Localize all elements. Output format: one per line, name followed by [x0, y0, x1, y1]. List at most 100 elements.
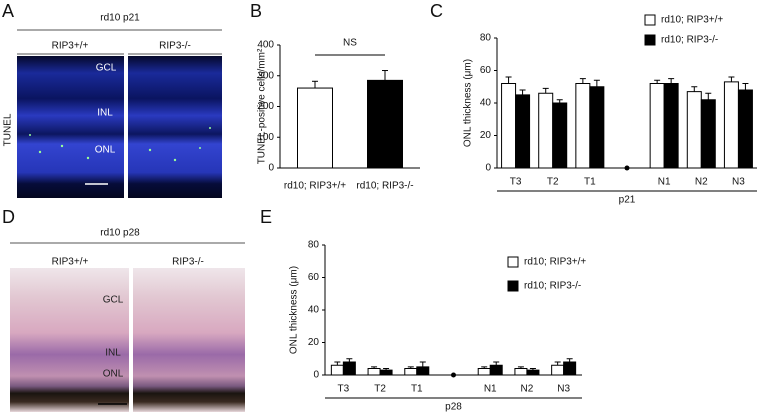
- layer-label: INL: [105, 348, 121, 359]
- legend-label: rd10; RIP3+/+: [661, 15, 723, 26]
- error-bar: [519, 89, 526, 95]
- legend-swatch: [644, 34, 656, 46]
- layer-label: GCL: [96, 63, 117, 74]
- legend-label: rd10; RIP3-/-: [661, 35, 718, 46]
- error-bar: [691, 86, 698, 92]
- x-tick-label: N1: [484, 384, 497, 395]
- x-tick-label: rd10; RIP3-/-: [356, 181, 413, 192]
- y-tick-label: 200: [257, 101, 274, 112]
- y-tick-label: 0: [485, 163, 491, 174]
- y-axis-label: TUNEL-positive cells/mm²: [257, 48, 268, 164]
- error-bar: [654, 79, 661, 84]
- x-tick-label: T3: [510, 177, 522, 188]
- panel-letter: D: [2, 207, 15, 227]
- x-tick-label: N3: [557, 384, 570, 395]
- stained-cells: [29, 127, 211, 162]
- layer-label: GCL: [103, 295, 124, 306]
- x-tick-label: N1: [658, 177, 671, 188]
- x-tick-label: T2: [547, 177, 559, 188]
- legend-swatch: [507, 280, 519, 292]
- error-bar: [542, 87, 549, 94]
- x-tick-label: T1: [584, 177, 596, 188]
- micrograph: [17, 56, 124, 198]
- y-tick-label: 100: [257, 132, 274, 143]
- y-tick-label: 60: [480, 65, 492, 76]
- error-bar: [505, 76, 512, 84]
- bar: [700, 99, 716, 169]
- x-tick-label: N2: [695, 177, 708, 188]
- legend-swatch: [507, 256, 519, 268]
- error-bar: [529, 368, 536, 371]
- bar: [514, 368, 528, 376]
- error-bar: [493, 361, 500, 366]
- micrograph: [133, 268, 245, 412]
- error-bar: [668, 78, 675, 84]
- layer-label: ONL: [95, 145, 116, 156]
- error-bar: [481, 366, 488, 369]
- y-axis-label: ONL thickness (μm): [463, 59, 474, 147]
- y-tick-label: 60: [308, 272, 320, 283]
- error-bar: [334, 361, 341, 366]
- bar: [526, 369, 540, 376]
- bar: [477, 368, 491, 376]
- y-tick-label: 300: [257, 70, 274, 81]
- annotation: NS: [343, 38, 357, 49]
- bar: [416, 366, 430, 376]
- y-tick-label: 80: [308, 240, 320, 251]
- bar: [551, 364, 565, 376]
- y-tick-label: 80: [480, 33, 492, 44]
- bar: [367, 79, 403, 169]
- error-bar: [728, 76, 735, 82]
- axis-dot: [624, 165, 630, 171]
- column-label: RIP3-/-: [159, 41, 191, 52]
- bar: [538, 92, 554, 169]
- bar: [330, 364, 344, 376]
- bar: [552, 102, 568, 169]
- y-tick-label: 40: [480, 98, 492, 109]
- error-bar: [742, 83, 749, 90]
- x-tick-label: N3: [732, 177, 745, 188]
- error-bar: [579, 78, 586, 84]
- error-bar: [407, 366, 414, 369]
- panel-title: rd10 p21: [100, 13, 140, 24]
- axis-dot: [451, 372, 456, 378]
- legend-label: rd10; RIP3-/-: [524, 281, 581, 292]
- bar: [379, 369, 393, 376]
- bar: [501, 83, 517, 169]
- y-axis-label: ONL thickness (μm): [289, 266, 300, 354]
- error-bar: [312, 80, 318, 89]
- bar: [515, 94, 531, 169]
- y-tick-label: 400: [257, 40, 274, 51]
- x-tick-label: T1: [411, 384, 423, 395]
- y-tick-label: 0: [313, 370, 319, 381]
- micrograph: [128, 56, 222, 198]
- error-bar: [383, 368, 390, 371]
- panel-letter: B: [250, 1, 262, 21]
- error-bar: [556, 99, 563, 103]
- bar: [342, 361, 356, 376]
- error-bar: [371, 366, 378, 369]
- panel-letter: E: [260, 207, 272, 227]
- bar: [489, 364, 503, 376]
- error-bar: [382, 70, 388, 81]
- y-tick-label: 20: [308, 337, 320, 348]
- layer-label: INL: [97, 108, 113, 119]
- column-label: RIP3+/+: [52, 257, 89, 268]
- y-tick-label: 0: [268, 163, 274, 174]
- legend-swatch: [644, 14, 656, 26]
- error-bar: [593, 79, 600, 87]
- x-tick-label: T3: [338, 384, 350, 395]
- bar: [563, 361, 577, 376]
- micrograph: [10, 268, 129, 412]
- x-tick-label: N2: [521, 384, 534, 395]
- error-bar: [346, 358, 353, 362]
- error-bar: [705, 92, 712, 100]
- y-tick-label: 40: [308, 305, 320, 316]
- panel-letter: C: [430, 1, 443, 21]
- bar: [663, 83, 679, 169]
- bar: [686, 91, 702, 169]
- panel-letter: A: [2, 1, 14, 21]
- error-bar: [517, 366, 524, 369]
